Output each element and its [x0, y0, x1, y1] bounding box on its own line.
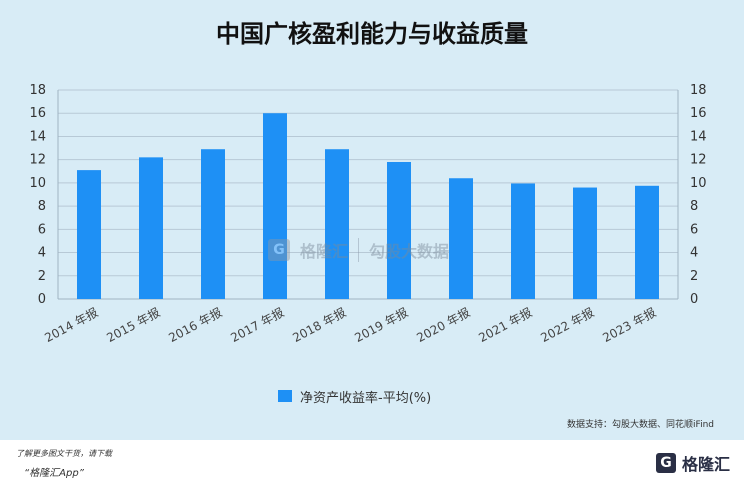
legend-swatch: [278, 390, 292, 402]
x-tick-label: 2018 年报: [290, 304, 349, 345]
x-tick-label: 2021 年报: [476, 304, 535, 345]
y-tick-label-left: 16: [29, 106, 46, 121]
bar: [139, 157, 163, 299]
x-tick-label: 2019 年报: [352, 304, 411, 345]
y-tick-label-left: 6: [38, 222, 46, 237]
footer-note: 了解更多图文干货，请下载: [16, 449, 112, 458]
legend-label: 净资产收益率-平均(%): [300, 390, 432, 406]
x-tick-label: 2017 年报: [228, 304, 287, 345]
x-tick-label: 2022 年报: [538, 304, 597, 345]
x-tick-label: 2023 年报: [600, 304, 659, 345]
footer-app-name: “格隆汇App”: [24, 468, 84, 479]
y-tick-label-right: 6: [690, 222, 698, 237]
y-tick-label-right: 18: [690, 83, 707, 98]
chart-title: 中国广核盈利能力与收益质量: [216, 20, 528, 48]
chart-legend: 净资产收益率-平均(%): [278, 387, 432, 406]
bar: [387, 161, 411, 299]
x-tick-label: 2020 年报: [414, 304, 473, 345]
watermark-right-text: 勾股大数据: [369, 242, 450, 261]
y-tick-label-left: 10: [29, 176, 46, 191]
watermark-divider: [358, 238, 360, 262]
footer: 了解更多图文干货，请下载 “格隆汇App” G 格隆汇: [0, 440, 744, 489]
brand: G 格隆汇: [655, 451, 730, 475]
watermark: G 格隆汇 勾股大数据: [268, 238, 449, 262]
y-tick-label-left: 4: [38, 246, 46, 261]
y-tick-label-left: 14: [29, 129, 46, 144]
y-tick-label-right: 4: [690, 246, 698, 261]
bar: [325, 149, 349, 299]
x-tick-label: 2014 年报: [42, 304, 101, 345]
y-tick-label-right: 12: [690, 153, 707, 168]
bar: [263, 113, 287, 299]
y-tick-label-left: 2: [38, 269, 46, 284]
chart-panel: 0 0 2 2 4 4 6 6 8 8 10 10 12 12 14 14 16 16 18 18 2014 年报 201…: [12, 72, 732, 438]
y-tick-label-right: 16: [690, 106, 707, 121]
y-tick-label-right: 14: [690, 129, 707, 144]
brand-logo-icon: G: [655, 453, 676, 473]
y-tick-label-right: 8: [690, 199, 698, 214]
y-tick-label-right: 10: [690, 176, 707, 191]
x-tick-label: 2015 年报: [104, 304, 163, 345]
y-tick-label-left: 8: [38, 199, 46, 214]
y-tick-label-left: 18: [29, 83, 46, 98]
y-tick-label-right: 2: [690, 269, 698, 284]
watermark-logo-icon: G: [268, 239, 290, 261]
bar: [201, 149, 225, 299]
bar: [635, 185, 659, 299]
bar: [511, 183, 535, 299]
watermark-left-text: 格隆汇: [300, 242, 349, 261]
y-tick-label-left: 12: [29, 153, 46, 168]
x-tick-label: 2016 年报: [166, 304, 225, 345]
y-tick-label-right: 0: [690, 292, 698, 307]
data-source: 数据支持：勾股大数据、同花顺iFind: [567, 420, 714, 430]
bar: [77, 170, 101, 299]
bar: [573, 187, 597, 299]
y-tick-label-left: 0: [38, 292, 46, 307]
brand-name: 格隆汇: [681, 455, 730, 474]
bar: [449, 178, 473, 299]
